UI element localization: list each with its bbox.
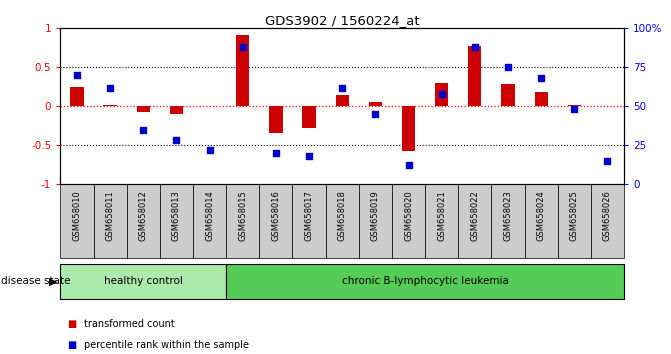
- Text: GSM658014: GSM658014: [205, 190, 214, 241]
- Text: ■: ■: [67, 319, 76, 329]
- Text: percentile rank within the sample: percentile rank within the sample: [84, 340, 249, 350]
- Point: [171, 138, 182, 143]
- Text: GSM658011: GSM658011: [105, 190, 115, 241]
- Text: ▶: ▶: [49, 276, 58, 286]
- Bar: [425, 184, 458, 258]
- Text: disease state: disease state: [1, 276, 70, 286]
- Point: [204, 147, 215, 153]
- Bar: [591, 184, 624, 258]
- Text: GSM658025: GSM658025: [570, 190, 579, 241]
- Text: GSM658015: GSM658015: [238, 190, 247, 241]
- Text: GSM658018: GSM658018: [338, 190, 347, 241]
- Bar: [193, 184, 226, 258]
- Bar: [501, 84, 515, 106]
- Bar: [359, 184, 392, 258]
- Point: [72, 72, 83, 78]
- Bar: [137, 106, 150, 112]
- Text: chronic B-lymphocytic leukemia: chronic B-lymphocytic leukemia: [342, 276, 509, 286]
- Point: [105, 85, 115, 90]
- Text: transformed count: transformed count: [84, 319, 174, 329]
- Bar: [269, 106, 282, 133]
- Bar: [402, 106, 415, 150]
- Point: [138, 127, 149, 132]
- Bar: [236, 35, 250, 106]
- Bar: [93, 184, 127, 258]
- Bar: [60, 264, 226, 299]
- Bar: [303, 106, 315, 128]
- Text: GSM658021: GSM658021: [437, 190, 446, 241]
- Bar: [259, 184, 293, 258]
- Bar: [369, 102, 382, 106]
- Bar: [160, 184, 193, 258]
- Point: [370, 111, 380, 117]
- Bar: [558, 184, 591, 258]
- Bar: [293, 184, 325, 258]
- Point: [436, 91, 447, 97]
- Text: GSM658017: GSM658017: [305, 190, 313, 241]
- Text: healthy control: healthy control: [104, 276, 183, 286]
- Bar: [468, 46, 482, 106]
- Bar: [568, 105, 581, 106]
- Bar: [60, 184, 93, 258]
- Text: GSM658012: GSM658012: [139, 190, 148, 241]
- Text: GSM658023: GSM658023: [503, 190, 513, 241]
- Text: GSM658010: GSM658010: [72, 190, 81, 241]
- Bar: [491, 184, 525, 258]
- Text: GSM658020: GSM658020: [404, 190, 413, 241]
- Bar: [435, 83, 448, 106]
- Title: GDS3902 / 1560224_at: GDS3902 / 1560224_at: [265, 14, 419, 27]
- Text: GSM658024: GSM658024: [537, 190, 546, 241]
- Point: [238, 44, 248, 50]
- Text: GSM658013: GSM658013: [172, 190, 181, 241]
- Point: [337, 85, 348, 90]
- Bar: [70, 87, 84, 106]
- Bar: [170, 106, 183, 114]
- Bar: [535, 92, 548, 106]
- Bar: [226, 184, 259, 258]
- Text: GSM658022: GSM658022: [470, 190, 479, 241]
- Bar: [392, 184, 425, 258]
- Text: GSM658026: GSM658026: [603, 190, 612, 241]
- Bar: [127, 184, 160, 258]
- Bar: [226, 264, 624, 299]
- Point: [470, 44, 480, 50]
- Point: [270, 150, 281, 156]
- Bar: [336, 95, 349, 106]
- Point: [503, 64, 513, 70]
- Bar: [458, 184, 491, 258]
- Text: GSM658016: GSM658016: [271, 190, 280, 241]
- Text: ■: ■: [67, 340, 76, 350]
- Bar: [525, 184, 558, 258]
- Point: [535, 75, 546, 81]
- Point: [602, 158, 613, 164]
- Point: [304, 153, 315, 159]
- Bar: [325, 184, 359, 258]
- Text: GSM658019: GSM658019: [371, 190, 380, 241]
- Point: [569, 107, 580, 112]
- Point: [403, 162, 414, 168]
- Bar: [103, 105, 117, 106]
